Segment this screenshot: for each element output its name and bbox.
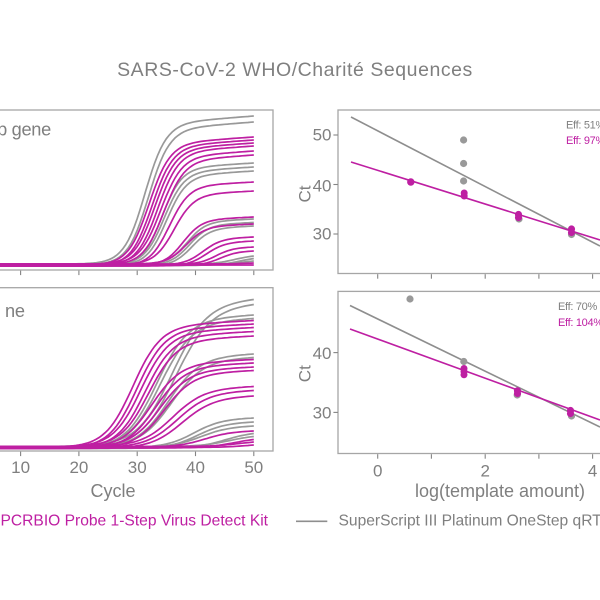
svg-text:Eff: 104%: Eff: 104%	[558, 317, 600, 329]
svg-text:Ct: Ct	[296, 185, 315, 202]
svg-text:0: 0	[373, 462, 382, 481]
svg-text:SARS-CoV-2 WHO/Charité Sequenc: SARS-CoV-2 WHO/Charité Sequences	[117, 59, 473, 81]
svg-text:50: 50	[313, 126, 332, 145]
svg-text:PCRBIO Probe 1-Step Virus Dete: PCRBIO Probe 1-Step Virus Detect Kit	[1, 513, 269, 530]
svg-text:Eff: 51%: Eff: 51%	[566, 120, 600, 132]
svg-text:30: 30	[128, 458, 147, 477]
svg-text:50: 50	[244, 458, 263, 477]
svg-text:Cycle: Cycle	[90, 481, 135, 501]
svg-text:Eff: 70%: Eff: 70%	[558, 301, 597, 313]
svg-text:40: 40	[186, 458, 205, 477]
svg-text:20: 20	[69, 458, 88, 477]
svg-text:30: 30	[313, 225, 332, 244]
svg-text:log(template amount): log(template amount)	[415, 481, 585, 501]
svg-text:p gene: p gene	[0, 120, 51, 140]
svg-text:ne: ne	[5, 301, 25, 321]
svg-text:40: 40	[313, 177, 332, 196]
svg-text:10: 10	[11, 458, 30, 477]
svg-text:Eff: 97%: Eff: 97%	[566, 135, 600, 147]
svg-text:2: 2	[480, 462, 489, 481]
svg-text:Ct: Ct	[296, 365, 315, 382]
svg-text:30: 30	[313, 404, 332, 423]
svg-text:SuperScript III Platinum OneSt: SuperScript III Platinum OneStep qRT-PCR…	[339, 513, 600, 530]
svg-text:40: 40	[313, 344, 332, 363]
svg-text:4: 4	[588, 462, 597, 481]
